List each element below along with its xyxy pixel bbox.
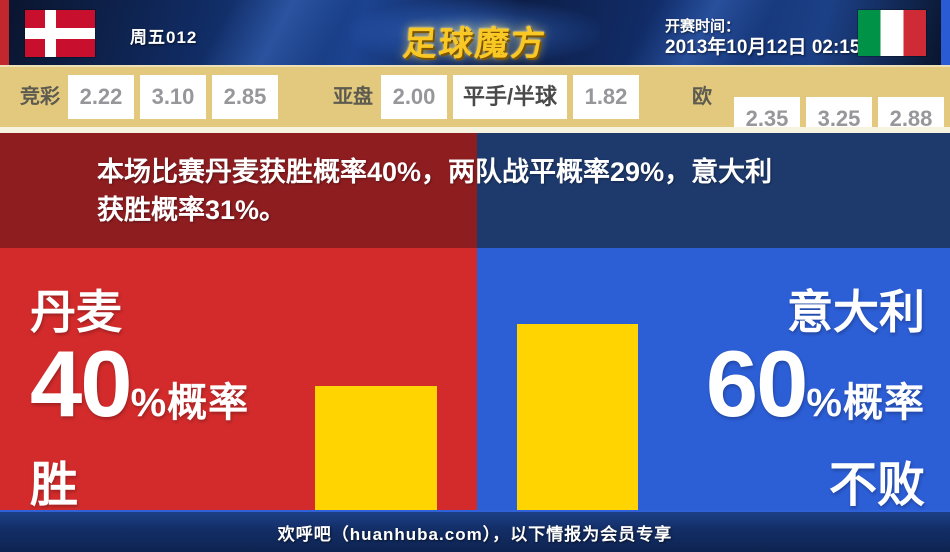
analysis-line-1: 本场比赛丹麦获胜概率40%，两队战平概率29%，意大利 (97, 157, 773, 187)
odds-group-label: 竞彩 (20, 86, 60, 108)
analysis-line-2: 获胜概率31%。 (97, 195, 287, 225)
home-probability-line: 40%概率 (30, 337, 250, 457)
kickoff-time: 2013年10月12日 02:15 (665, 37, 861, 58)
odds-value: 2.85 (212, 75, 278, 119)
site-logo[interactable]: 足球魔方 (401, 25, 549, 63)
odds-group-label: 亚盘 (333, 86, 373, 108)
logo-glow (350, 0, 600, 65)
home-panel (0, 133, 477, 510)
header-separator (0, 65, 950, 67)
kickoff-info: 开赛时间： 2013年10月12日 02:15 (665, 18, 860, 59)
away-stats: 意大利 60%概率 不败 (706, 285, 925, 515)
analysis-summary: 本场比赛丹麦获胜概率40%，两队战平概率29%，意大利 获胜概率31%。 (97, 153, 897, 229)
odds-value: 3.10 (140, 75, 206, 119)
odds-value: 1.82 (573, 75, 639, 119)
odds-value: 2.00 (381, 75, 447, 119)
probability-panels: 本场比赛丹麦获胜概率40%，两队战平概率29%，意大利 获胜概率31%。 丹麦 … (0, 133, 950, 512)
home-stats: 丹麦 40%概率 胜 (30, 285, 249, 515)
home-probability-bar (315, 386, 437, 510)
away-outcome-label: 不败 (828, 459, 925, 512)
header-light-streak (185, 0, 365, 65)
away-probability-value: 60 (705, 331, 809, 436)
footer: 欢呼吧（huanhuba.com），以下情报为会员专享 (0, 510, 950, 552)
odds-separator (0, 127, 950, 133)
away-probability-suffix: %概率 (806, 381, 925, 425)
home-team-name: 丹麦 (30, 286, 122, 338)
away-panel-dark-band (477, 133, 950, 248)
home-outcome-label: 胜 (30, 459, 79, 512)
home-panel-dark-band (0, 133, 477, 248)
handicap-value: 平手/半球 (453, 75, 567, 119)
odds-group-yapan: 亚盘 2.00 平手/半球 1.82 (333, 75, 645, 119)
odds-group-jingcai: 竞彩 2.22 3.10 2.85 (20, 75, 284, 119)
away-probability-bar (517, 324, 638, 510)
away-team-name: 意大利 (787, 286, 925, 338)
home-probability-suffix: %概率 (130, 381, 250, 425)
kickoff-label: 开赛时间： (665, 18, 741, 35)
denmark-flag-cross (25, 28, 95, 39)
match-code: 周五012 (130, 28, 198, 47)
header-left-red-stripe (0, 0, 9, 65)
odds-value: 2.22 (68, 75, 134, 119)
odds-bar: 竞彩 2.22 3.10 2.85 亚盘 2.00 平手/半球 1.82 欧赔 … (0, 67, 950, 152)
denmark-flag (25, 10, 95, 57)
italy-flag (858, 10, 926, 56)
home-probability-value: 40 (30, 331, 133, 436)
header-right-blue-stripe (941, 0, 950, 65)
away-probability-line: 60%概率 (706, 337, 925, 457)
header: 周五012 足球魔方 开赛时间： 2013年10月12日 02:15 (0, 0, 950, 65)
footer-text: 欢呼吧（huanhuba.com），以下情报为会员专享 (277, 524, 673, 544)
